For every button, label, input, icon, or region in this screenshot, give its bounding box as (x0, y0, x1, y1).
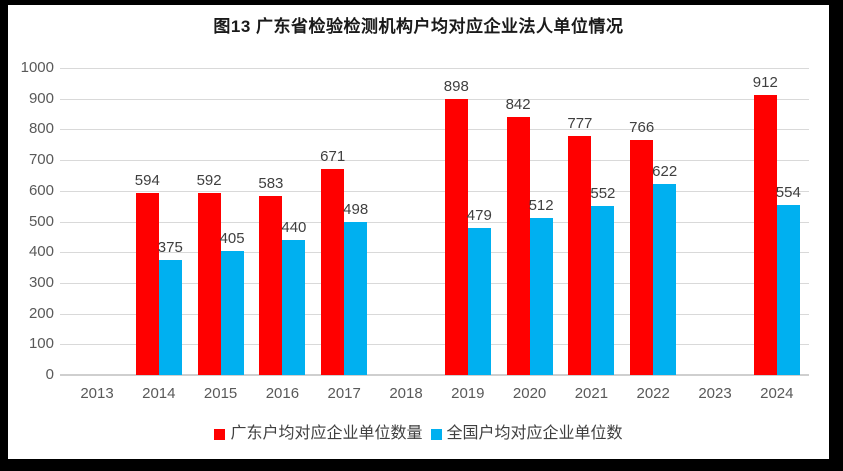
bar-national (220, 250, 244, 375)
bar-national (158, 259, 182, 375)
gridline (60, 344, 809, 346)
bar-guangdong (506, 116, 530, 375)
y-axis-label: 400 (28, 243, 54, 261)
bar-national (344, 222, 368, 375)
x-axis-label: 2017 (327, 385, 361, 402)
bar-value-label: 583 (258, 175, 284, 193)
bar-value-label: 912 (752, 74, 778, 92)
legend-item-guangdong: 广东户均对应企业单位数量 (214, 425, 423, 443)
plot-area: 0 100 200 300 400 500 600 700 800 900 1000 2013 2014… (8, 5, 829, 459)
bar-guangdong (135, 192, 159, 375)
y-axis-label: 700 (28, 151, 54, 169)
bar-national (529, 217, 553, 375)
x-axis-label: 2013 (80, 385, 114, 402)
y-axis-label: 800 (28, 120, 54, 138)
chart-canvas: 图13 广东省检验检测机构户均对应企业法人单位情况 0 100 200 300 400 5… (8, 5, 829, 459)
bar-guangdong (753, 95, 777, 375)
gridline (60, 252, 809, 254)
gridline (60, 129, 809, 131)
y-axis-label: 1000 (20, 59, 54, 76)
gridline (60, 313, 809, 315)
bar-value-label: 498 (343, 201, 369, 219)
gridline (60, 160, 809, 162)
bar-guangdong (630, 139, 654, 375)
x-axis-line (60, 374, 809, 376)
bar-value-label: 479 (466, 206, 492, 224)
bar-value-label: 898 (443, 78, 469, 96)
y-axis-label: 500 (28, 212, 54, 230)
x-axis-label: 2019 (451, 385, 485, 402)
bar-value-label: 777 (567, 115, 593, 133)
x-axis-label: 2022 (636, 385, 670, 402)
bar-national (653, 184, 677, 375)
bar-guangdong (197, 193, 221, 375)
y-axis-label: 0 (45, 366, 54, 383)
legend-item-national: 全国户均对应企业单位数 (430, 425, 623, 443)
gridline (60, 221, 809, 223)
bar-value-label: 554 (775, 183, 801, 201)
legend-swatch (430, 428, 442, 440)
bar-value-label: 552 (590, 184, 616, 202)
x-axis-label: 2024 (760, 385, 794, 402)
bar-value-label: 842 (505, 95, 531, 113)
bar-value-label: 375 (157, 238, 183, 256)
y-axis-label: 900 (28, 89, 54, 107)
bar-guangdong (259, 196, 283, 375)
y-axis-label: 100 (28, 335, 54, 353)
legend-label: 全国户均对应企业单位数 (446, 425, 623, 442)
gridline (60, 282, 809, 284)
bar-value-label: 592 (196, 172, 222, 190)
gridline (60, 98, 809, 100)
x-axis-label: 2014 (142, 385, 176, 402)
bar-value-label: 622 (652, 163, 678, 181)
bar-value-label: 671 (320, 148, 346, 165)
bar-value-label: 405 (219, 229, 245, 247)
bar-national (282, 239, 306, 375)
x-axis-label: 2021 (574, 385, 609, 402)
y-axis-label: 300 (28, 273, 54, 291)
bar-value-label: 440 (281, 218, 307, 236)
bar-guangdong (321, 169, 345, 375)
bar-value-label: 766 (629, 118, 655, 136)
bar-national (776, 204, 800, 375)
chart-title: 图13 广东省检验检测机构户均对应企业法人单位情况 (213, 17, 624, 36)
legend-swatch (214, 428, 226, 440)
x-axis-label: 2015 (203, 385, 238, 402)
bar-value-label: 512 (528, 196, 554, 214)
bar-guangdong (568, 136, 592, 375)
bar-national (591, 205, 615, 375)
gridline (60, 68, 809, 69)
gridline (60, 190, 809, 192)
bar-national (467, 227, 491, 375)
x-axis-label: 2020 (512, 385, 547, 402)
x-axis-label: 2018 (389, 385, 423, 402)
y-axis-label: 600 (28, 181, 54, 199)
legend: 广东户均对应企业单位数量 全国户均对应企业单位数 (8, 425, 829, 443)
bar-guangdong (444, 99, 468, 375)
bar-value-label: 594 (134, 171, 160, 189)
x-axis-label: 2016 (265, 385, 300, 402)
legend-label: 广东户均对应企业单位数量 (230, 425, 423, 442)
x-axis-label: 2023 (698, 385, 732, 402)
y-axis-label: 200 (28, 304, 54, 322)
